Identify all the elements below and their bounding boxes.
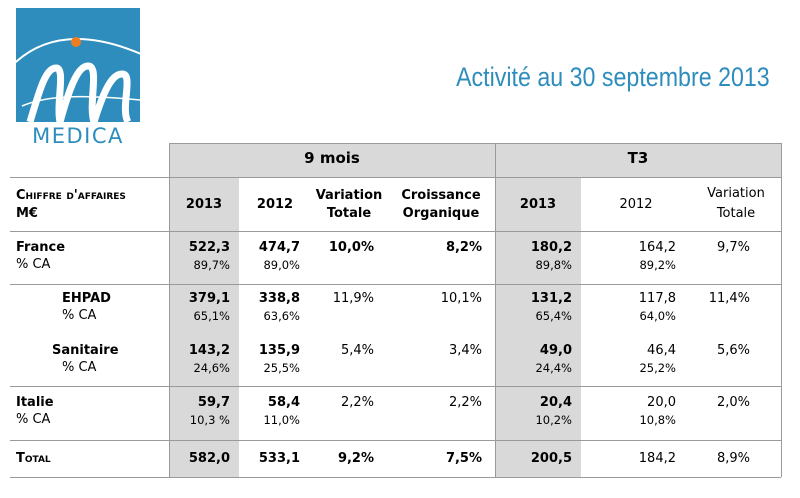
france-t3-2013-pct: 89,8% (535, 258, 572, 272)
header-variation-line1: Variation (315, 188, 383, 203)
italie-9m-2012: 58,4 (267, 395, 300, 410)
medica-logo: MEDICA (16, 8, 140, 150)
italie-t3-2013-pct: 10,2% (535, 413, 572, 427)
italie-9m-2013: 59,7 (197, 395, 230, 410)
header-variation-line2: Totale (326, 206, 372, 221)
ehpad-9m-2012: 338,8 (258, 291, 300, 306)
sanitaire-9m-2012: 135,9 (258, 343, 300, 358)
total-9m-variation: 9,2% (337, 451, 374, 466)
logo-dot (71, 37, 81, 47)
header-croissance-line2: Organique (402, 206, 480, 221)
ehpad-t3-2012-pct: 64,0% (639, 309, 676, 323)
row-sanitaire-sub: % CA (62, 360, 97, 375)
ehpad-9m-croissance: 10,1% (440, 291, 482, 306)
sanitaire-t3-2012-pct: 25,2% (639, 361, 676, 375)
france-9m-2012: 474,7 (258, 240, 300, 255)
header-t3-variation-line2: Totale (716, 206, 756, 221)
logo-m-graphic (16, 37, 140, 122)
sanitaire-9m-2012-pct: 25,5% (263, 361, 300, 375)
france-9m-2012-pct: 89,0% (263, 258, 300, 272)
ehpad-t3-2013-pct: 65,4% (535, 309, 572, 323)
header-t3-variation-line1: Variation (707, 186, 765, 201)
header-2013: 2013 (185, 197, 223, 212)
total-t3-2012: 184,2 (638, 451, 676, 466)
italie-t3-variation: 2,0% (716, 395, 750, 410)
sanitaire-9m-2013-pct: 24,6% (193, 361, 230, 375)
italie-t3-2013: 20,4 (539, 395, 572, 410)
france-t3-2012: 164,2 (638, 240, 676, 255)
row-ehpad-label: EHPAD (62, 291, 111, 306)
row-ehpad-sub: % CA (62, 308, 97, 323)
header-2012: 2012 (256, 197, 294, 212)
italie-9m-2013-pct: 10,3 % (189, 413, 230, 427)
total-9m-2012: 533,1 (258, 451, 300, 466)
row-total-label: Total (16, 451, 51, 466)
logo-wordmark: MEDICA (32, 124, 124, 148)
ehpad-t3-2013: 131,2 (530, 291, 572, 306)
italie-t3-2012: 20,0 (647, 395, 676, 410)
row-italie-sub: % CA (16, 412, 51, 427)
france-9m-2013-pct: 89,7% (193, 258, 230, 272)
ehpad-9m-2012-pct: 63,6% (263, 309, 300, 323)
group-header-9-mois: 9 mois (304, 149, 360, 167)
total-9m-2013: 582,0 (188, 451, 230, 466)
group-header-t3: T3 (627, 149, 649, 167)
sanitaire-9m-croissance: 3,4% (448, 343, 482, 358)
row-france-label: France (16, 240, 66, 255)
row-italie-label: Italie (16, 395, 54, 410)
total-9m-croissance: 7,5% (445, 451, 482, 466)
header-t3-2013: 2013 (519, 197, 557, 212)
logo-mark (16, 8, 140, 122)
header-t3-2012: 2012 (619, 197, 653, 212)
sanitaire-t3-variation: 5,6% (716, 343, 750, 358)
total-t3-variation: 8,9% (716, 451, 750, 466)
header-label-line2: M€ (16, 206, 38, 221)
italie-9m-variation: 2,2% (340, 395, 374, 410)
sanitaire-9m-2013: 143,2 (188, 343, 230, 358)
ehpad-9m-2013: 379,1 (188, 291, 230, 306)
france-9m-variation: 10,0% (328, 240, 374, 255)
italie-9m-2012-pct: 11,0% (263, 413, 300, 427)
header-croissance-line1: Croissance (401, 188, 481, 203)
france-9m-2013: 522,3 (188, 240, 230, 255)
row-france-sub: % CA (16, 257, 51, 272)
row-sanitaire-label: Sanitaire (52, 343, 119, 358)
ehpad-9m-2013-pct: 65,1% (193, 309, 230, 323)
sanitaire-9m-variation: 5,4% (340, 343, 374, 358)
total-t3-2013: 200,5 (530, 451, 572, 466)
sanitaire-t3-2013: 49,0 (539, 343, 572, 358)
italie-9m-croissance: 2,2% (448, 395, 482, 410)
sanitaire-t3-2012: 46,4 (647, 343, 676, 358)
sanitaire-t3-2013-pct: 24,4% (535, 361, 572, 375)
ehpad-9m-variation: 11,9% (332, 291, 374, 306)
france-t3-2012-pct: 89,2% (639, 258, 676, 272)
france-t3-variation: 9,7% (716, 240, 750, 255)
italie-t3-2012-pct: 10,8% (639, 413, 676, 427)
header-label-line1: Chiffre d'affaires (16, 188, 126, 203)
page-title: Activité au 30 septembre 2013 (456, 62, 770, 92)
france-t3-2013: 180,2 (530, 240, 572, 255)
france-9m-croissance: 8,2% (445, 240, 482, 255)
ehpad-t3-variation: 11,4% (708, 291, 750, 306)
ehpad-t3-2012: 117,8 (638, 291, 676, 306)
